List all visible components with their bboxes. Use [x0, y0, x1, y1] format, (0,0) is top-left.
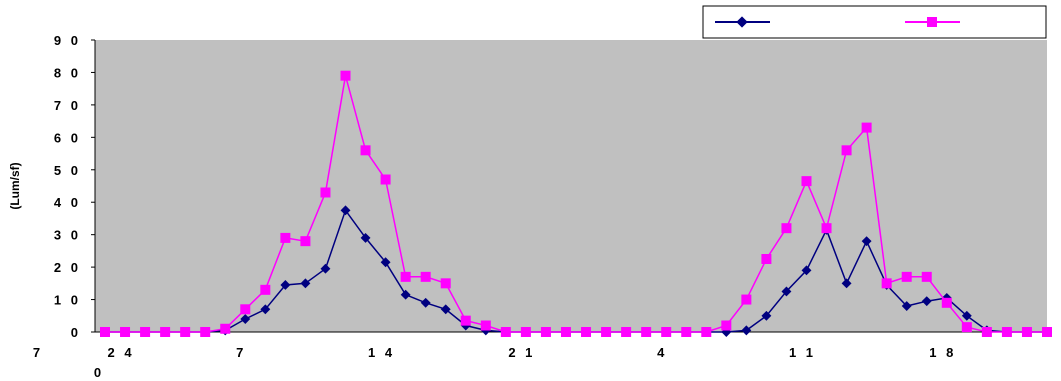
series-1-point: [781, 286, 792, 297]
series-2-point: [721, 320, 732, 331]
series-2-point: [841, 145, 852, 156]
series-1-point: [861, 236, 872, 247]
series-2-point: [901, 271, 912, 282]
series-1-point: [841, 278, 852, 289]
x-tick-label: 4: [657, 345, 667, 360]
series-2-point: [941, 297, 952, 308]
y-tick-label: 2 0: [54, 260, 81, 275]
series-2-point: [560, 327, 571, 337]
series-2-point: [540, 327, 551, 337]
x-tick-label: 2 4: [108, 345, 135, 360]
series-2-point: [681, 327, 692, 337]
series-2-point: [420, 271, 431, 282]
series-2-point: [921, 271, 932, 282]
y-axis-ticks: 0 1 0 2 0 3 0 4 0 5 0 6 0 7 0 8 0 9 0: [54, 33, 95, 340]
series-2-point: [220, 323, 231, 334]
series-2-point: [1042, 327, 1052, 337]
series-1-point: [320, 263, 331, 274]
series-2-point: [621, 327, 632, 337]
series-2-point: [761, 254, 772, 264]
series-1-point: [801, 265, 812, 276]
y-tick-label: 8 0: [54, 65, 81, 80]
plot-area: [95, 40, 1047, 332]
y-tick-label: 0: [71, 325, 81, 340]
series-layer: [100, 70, 1052, 337]
series-2-point: [881, 278, 892, 289]
series-1-point: [901, 301, 912, 311]
legend: [702, 5, 1047, 39]
series-1-point: [380, 257, 391, 268]
series-1-point: [440, 304, 451, 315]
series-2-point: [1021, 327, 1032, 337]
series-2-point: [120, 327, 131, 337]
y-tick-label: 7 0: [54, 98, 81, 113]
series-2-point: [801, 176, 812, 187]
series-2-point: [400, 271, 411, 282]
x-tick-label: 1 1: [789, 345, 816, 360]
series-2-point: [240, 304, 251, 315]
series-1-point: [761, 310, 772, 321]
y-tick-label: 6 0: [54, 130, 81, 145]
series-2-point: [781, 223, 792, 234]
series-2-point: [480, 320, 491, 331]
series-2-point: [601, 327, 612, 337]
x-tick-label: 7: [236, 345, 246, 360]
x-tick-label: 7: [33, 345, 43, 360]
series-2-point: [380, 174, 391, 185]
series-2-point: [100, 327, 110, 337]
series-2-point: [701, 327, 712, 337]
series-2-point: [741, 294, 752, 305]
series-2-point: [200, 327, 211, 337]
series-1-point: [300, 278, 311, 289]
series-2-point: [180, 327, 191, 337]
series-2-point: [320, 187, 331, 198]
series-2-point: [360, 145, 371, 156]
series-2-point: [641, 327, 652, 337]
series-2-point: [500, 327, 511, 337]
series-1-point: [741, 325, 752, 336]
series-2-point: [160, 327, 171, 337]
y-tick-label: 5 0: [54, 163, 81, 178]
series-2-point: [440, 278, 451, 289]
series-2-point: [260, 284, 271, 295]
series-2-point: [280, 232, 291, 243]
y-tick-label: 4 0: [54, 195, 81, 210]
series-2-point: [340, 70, 351, 81]
series-1-point: [360, 232, 371, 243]
series-2-point: [821, 223, 832, 234]
series-2-point: [460, 315, 471, 326]
x-axis-ticks: 7 2 4 7 1 4 2 1 4 1 1 1 8 0: [33, 345, 956, 380]
x-tick-label: 2 1: [508, 345, 535, 360]
y-tick-label: 1 0: [54, 293, 81, 308]
series-2-point: [1001, 327, 1012, 337]
legend-marker-series-2: [927, 17, 937, 27]
series-2-point: [520, 327, 531, 337]
series-2-point: [140, 327, 151, 337]
y-tick-label: 3 0: [54, 228, 81, 243]
y-axis-label: (Lum/sf): [8, 162, 22, 209]
series-1-point: [961, 310, 972, 321]
series-2-point: [981, 327, 992, 337]
series-2-point: [861, 122, 872, 133]
series-2-point: [581, 327, 592, 337]
x-tick-label: 1 4: [368, 345, 395, 360]
y-tick-label: 9 0: [54, 33, 81, 48]
series-2-point: [961, 322, 972, 333]
series-1-point: [240, 314, 251, 324]
series-1-point: [340, 205, 351, 216]
series-1-point: [400, 289, 411, 300]
series-1-point: [921, 296, 932, 307]
x-tick-label-secondary: 0: [94, 365, 104, 380]
series-2-point: [661, 327, 672, 337]
series-1-point: [420, 297, 431, 308]
x-tick-label: 1 8: [929, 345, 956, 360]
series-1-point: [280, 280, 291, 290]
series-1-point: [260, 304, 271, 315]
series-2-point: [300, 236, 311, 247]
series-2: [100, 70, 1052, 337]
